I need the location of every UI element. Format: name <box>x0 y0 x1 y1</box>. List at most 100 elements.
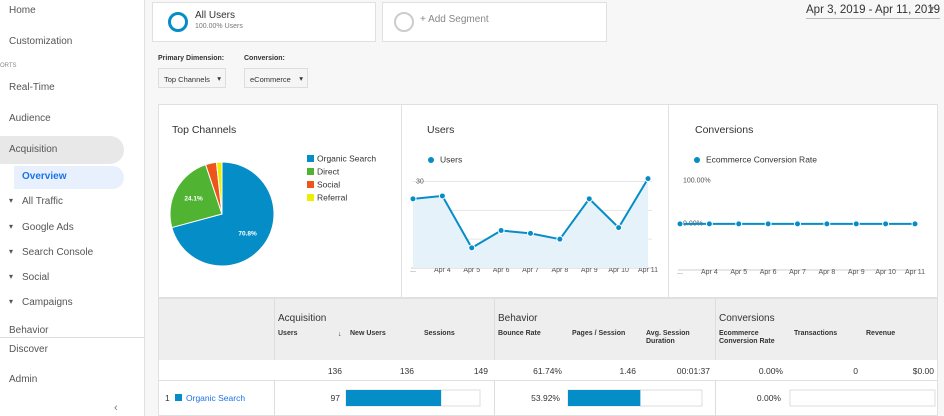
collapse-icon[interactable]: ‹ <box>114 402 118 414</box>
dropdown-value: Top Channels <box>164 75 210 84</box>
dropdown-value: eCommerce <box>250 75 291 84</box>
pie-slice <box>171 161 275 267</box>
x-tick-label: Apr 4 <box>434 267 451 274</box>
nav-section: ORTS <box>0 63 17 69</box>
point <box>852 220 860 228</box>
nav-item[interactable]: Google Ads <box>22 222 74 233</box>
legend-swatch <box>307 181 314 188</box>
expander: ▾ <box>9 247 14 256</box>
x-tick-label: Apr 11 <box>638 267 658 274</box>
dropdown-arrow: ▾ <box>299 74 303 83</box>
column-header: Transactions <box>794 330 838 337</box>
x-tick-label: ... <box>677 269 683 276</box>
column-header: Users <box>278 330 298 337</box>
nav-item[interactable]: Discover <box>9 344 48 355</box>
date-range[interactable]: Apr 3, 2019 - Apr 11, 2019 <box>806 4 940 19</box>
control-label: Primary Dimension: <box>158 55 225 62</box>
row-rank: 1 <box>165 393 170 403</box>
column-header: Sessions <box>424 330 455 337</box>
nav-item[interactable]: Admin <box>9 374 38 385</box>
nav-item[interactable]: Campaigns <box>22 297 73 308</box>
cell: 0.00% <box>756 393 781 403</box>
legend-swatch <box>307 155 314 162</box>
x-tick-label: Apr 7 <box>789 269 806 276</box>
nav-item[interactable]: All Traffic <box>22 196 63 207</box>
nav-item[interactable]: Home <box>9 5 36 16</box>
total-cell: 136 <box>327 366 342 376</box>
divider <box>494 299 495 416</box>
segment-icon <box>394 12 414 32</box>
chart-title: Conversions <box>695 124 754 136</box>
nav-item[interactable]: Audience <box>9 113 51 124</box>
legend-dot <box>694 157 700 163</box>
nav-highlight <box>0 136 124 164</box>
dropdown[interactable]: Top Channels ▾ <box>158 68 226 88</box>
sort-icon[interactable]: ↓ <box>338 331 342 338</box>
segment-card[interactable] <box>152 2 376 42</box>
add-segment[interactable]: + Add Segment <box>420 14 489 25</box>
legend-swatch <box>307 194 314 201</box>
sidebar-footer <box>0 337 144 416</box>
slice-label: 70.8% <box>238 230 257 237</box>
segment-card[interactable] <box>382 2 607 42</box>
total-cell: 136 <box>399 366 414 376</box>
slice-label: 24.1% <box>184 195 203 202</box>
total-cell: 61.74% <box>533 366 562 376</box>
segment-icon <box>168 12 188 32</box>
nav-item[interactable]: Customization <box>9 36 73 47</box>
divider <box>668 104 669 298</box>
x-tick-label: ... <box>410 267 416 274</box>
divider <box>715 299 716 416</box>
point <box>705 220 713 228</box>
dropdown[interactable]: eCommerce ▾ <box>244 68 308 88</box>
chart-title: Top Channels <box>172 124 237 136</box>
point <box>794 220 801 228</box>
x-tick-label: Apr 6 <box>760 269 777 276</box>
point <box>882 220 890 228</box>
x-tick-label: Apr 8 <box>819 269 836 276</box>
legend-label: Referral <box>317 192 347 202</box>
bar <box>346 390 442 406</box>
y-tick-label: 100.00% <box>683 178 711 185</box>
nav-item[interactable]: Real-Time <box>9 82 55 93</box>
group-header: Behavior <box>498 313 538 324</box>
y-tick-label: 30 <box>416 178 424 185</box>
point <box>615 224 623 232</box>
point <box>409 195 417 203</box>
x-tick-label: Apr 9 <box>848 269 865 276</box>
nav-item[interactable]: Behavior <box>9 325 49 336</box>
point <box>823 220 831 228</box>
point <box>497 227 505 235</box>
nav-item[interactable]: Acquisition <box>9 144 58 155</box>
total-cell: 0 <box>853 366 858 376</box>
point <box>644 175 652 183</box>
legend-label: Social <box>317 179 340 189</box>
total-cell: 149 <box>473 366 488 376</box>
pie-slice <box>215 161 223 215</box>
x-tick-label: Apr 9 <box>581 267 598 274</box>
total-cell: $0.00 <box>912 366 934 376</box>
legend-dot <box>428 157 434 163</box>
chart-title: Users <box>427 124 455 136</box>
legend-swatch <box>307 168 314 175</box>
expander: ▾ <box>9 196 14 205</box>
point <box>735 220 743 228</box>
x-tick-label: Apr 8 <box>552 267 569 274</box>
column-header: New Users <box>350 330 386 337</box>
legend-label: Ecommerce Conversion Rate <box>706 154 817 164</box>
row-link[interactable]: Organic Search <box>186 393 246 403</box>
point <box>911 220 919 228</box>
point <box>585 195 593 203</box>
x-tick-label: Apr 5 <box>463 267 480 274</box>
divider <box>274 299 275 416</box>
nav-item[interactable]: Overview <box>22 171 67 182</box>
nav-item[interactable]: Search Console <box>22 247 94 258</box>
column-header: Bounce Rate <box>498 330 541 337</box>
point <box>527 229 534 237</box>
control-label: Conversion: <box>244 55 285 62</box>
bar-track <box>789 389 936 407</box>
nav-item[interactable]: Social <box>22 272 50 283</box>
legend-label: Users <box>440 154 462 164</box>
x-tick-label: Apr 11 <box>905 269 925 276</box>
